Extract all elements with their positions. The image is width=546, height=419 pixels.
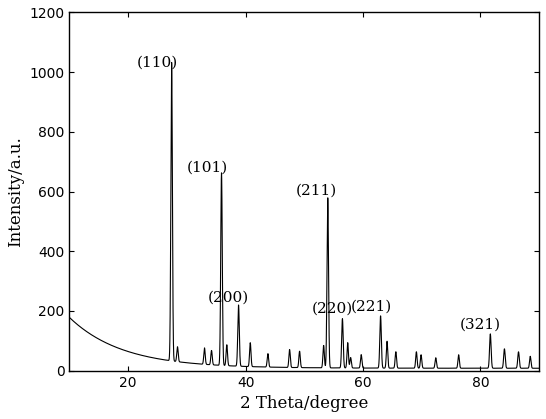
Y-axis label: Intensity/a.u.: Intensity/a.u. [7,136,24,247]
X-axis label: 2 Theta/degree: 2 Theta/degree [240,395,369,412]
Text: (110): (110) [137,55,178,69]
Text: (200): (200) [207,291,248,305]
Text: (321): (321) [460,318,501,332]
Text: (101): (101) [187,161,228,175]
Text: (220): (220) [312,301,353,316]
Text: (211): (211) [295,184,337,197]
Text: (221): (221) [351,300,393,314]
